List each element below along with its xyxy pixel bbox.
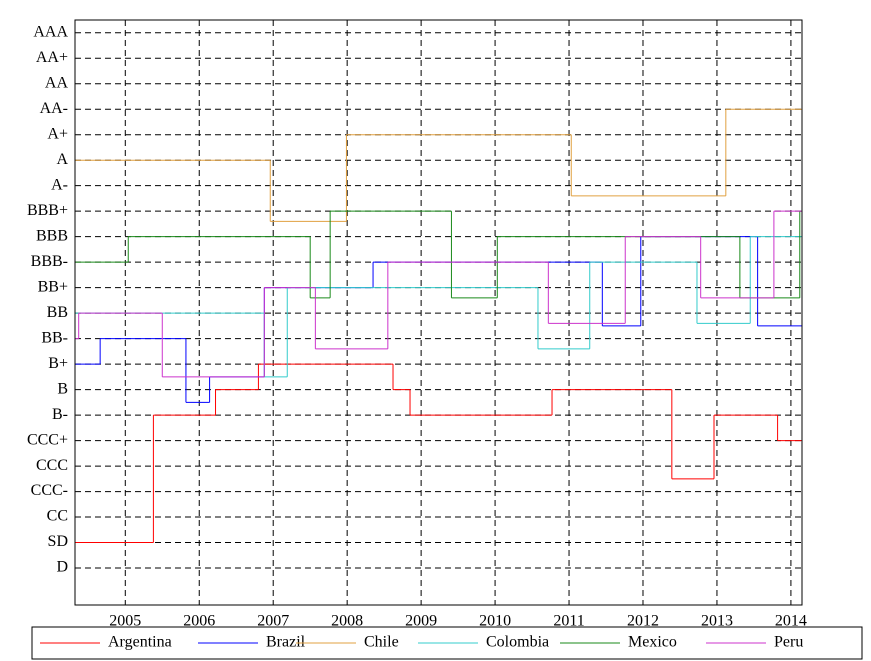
x-tick-label: 2009 bbox=[405, 613, 437, 630]
legend-label: Mexico bbox=[628, 634, 677, 651]
legend-label: Chile bbox=[364, 634, 399, 651]
x-tick-label: 2011 bbox=[553, 613, 584, 630]
y-tick-label: B bbox=[57, 380, 68, 397]
y-tick-label: CCC+ bbox=[27, 431, 68, 448]
plot-frame bbox=[74, 19, 803, 606]
x-tick-label: 2005 bbox=[109, 613, 141, 630]
y-tick-label: B+ bbox=[48, 355, 68, 372]
y-tick-label: AA+ bbox=[36, 49, 68, 66]
y-tick-label: AA bbox=[45, 74, 69, 91]
y-tick-label: BBB bbox=[36, 227, 68, 244]
x-tick-label: 2007 bbox=[257, 613, 289, 630]
y-tick-label: AA- bbox=[40, 100, 68, 117]
legend-label: Peru bbox=[774, 634, 803, 651]
y-tick-label: BB- bbox=[41, 329, 68, 346]
x-tick-label: 2012 bbox=[627, 613, 659, 630]
y-tick-label: BB bbox=[47, 304, 68, 321]
x-tick-label: 2014 bbox=[775, 613, 807, 630]
y-tick-label: A- bbox=[51, 176, 68, 193]
legend-label: Brazil bbox=[266, 634, 306, 651]
y-tick-label: B- bbox=[52, 406, 68, 423]
y-tick-label: CCC- bbox=[31, 482, 68, 499]
y-tick-label: CC bbox=[47, 508, 68, 525]
y-tick-label: D bbox=[56, 559, 68, 576]
legend-label: Argentina bbox=[108, 634, 172, 651]
x-tick-label: 2013 bbox=[701, 613, 733, 630]
y-tick-label: BBB- bbox=[31, 253, 68, 270]
y-tick-label: A+ bbox=[47, 125, 68, 142]
y-tick-label: AAA bbox=[33, 23, 68, 40]
x-tick-label: 2006 bbox=[183, 613, 215, 630]
y-tick-label: CCC bbox=[36, 457, 68, 474]
legend-label: Colombia bbox=[486, 634, 549, 651]
y-tick-label: BB+ bbox=[38, 278, 68, 295]
y-tick-label: SD bbox=[48, 533, 68, 550]
x-tick-label: 2010 bbox=[479, 613, 511, 630]
y-tick-label: A bbox=[56, 151, 68, 168]
y-tick-label: BBB+ bbox=[27, 202, 68, 219]
x-tick-label: 2008 bbox=[331, 613, 363, 630]
